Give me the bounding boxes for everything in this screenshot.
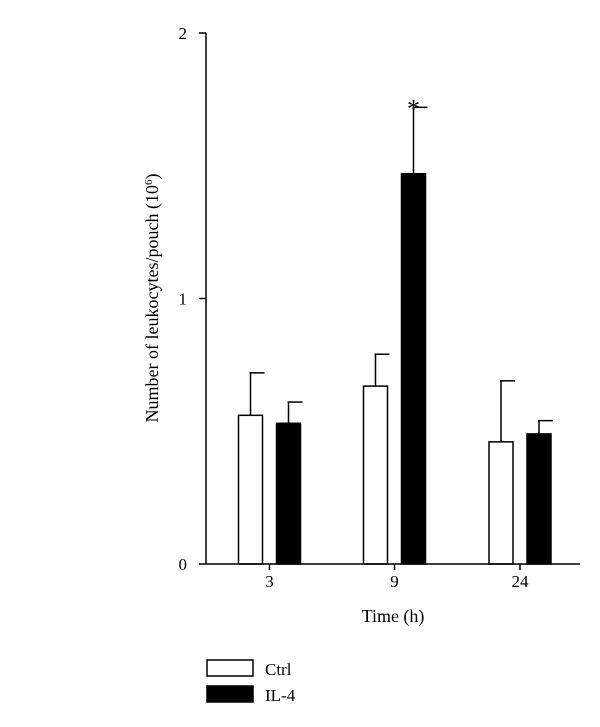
x-tick-label-9: 9 [390, 572, 399, 591]
bar-il4-3h [275, 422, 302, 565]
x-tick-label-3: 3 [265, 572, 274, 591]
legend-label-il4: IL-4 [265, 686, 296, 705]
legend-swatch-ctrl [206, 659, 254, 677]
bar-ctrl-9h [362, 385, 389, 565]
x-tick-label-24: 24 [512, 572, 530, 591]
error-bars-group [249, 106, 553, 442]
legend: Ctrl IL-4 [206, 659, 296, 705]
significance-marker: * [407, 94, 420, 123]
y-tick-label-1: 1 [179, 290, 188, 309]
y-axis-title-tail: ) [142, 174, 163, 180]
y-axis-title-main: Number of leukocytes/pouch (10 [142, 185, 163, 422]
y-tick-label-2: 2 [179, 24, 188, 43]
legend-label-ctrl: Ctrl [265, 660, 292, 679]
x-ticks-group: 3 9 24 [265, 564, 529, 591]
x-axis-title: Time (h) [362, 606, 425, 627]
bar-ctrl-3h [237, 414, 264, 565]
annotations-group: * [407, 94, 420, 123]
y-axis-title-superscript: 6 [143, 179, 155, 185]
legend-swatch-il4 [206, 685, 254, 703]
bar-ctrl-24h [488, 441, 514, 565]
bar-il4-24h [526, 433, 552, 565]
bars-group [237, 172, 552, 565]
y-axis-title: Number of leukocytes/pouch (106) [142, 174, 163, 423]
bar-il4-9h [400, 172, 427, 565]
y-tick-label-0: 0 [179, 555, 188, 574]
y-ticks-group: 0 1 2 [179, 24, 206, 574]
